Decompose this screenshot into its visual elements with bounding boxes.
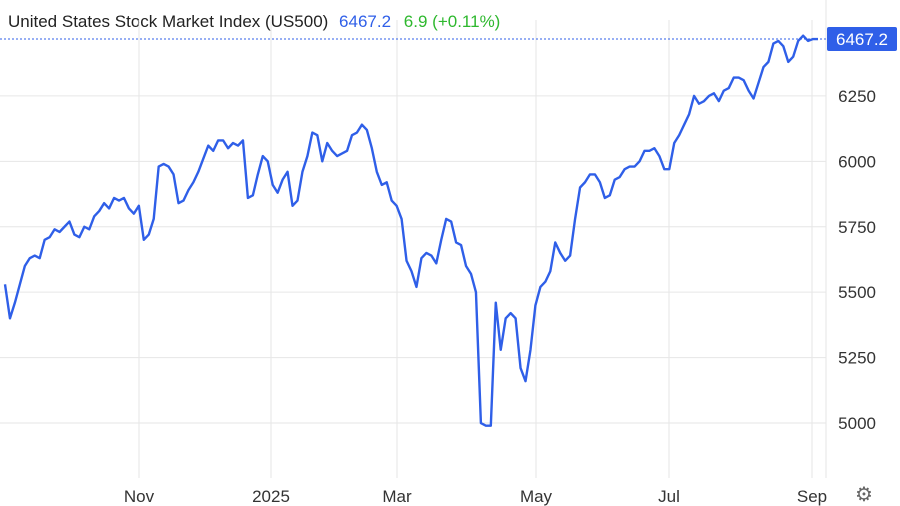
- price-change-percent: (+0.11%): [432, 12, 501, 31]
- last-value-badge: [827, 27, 897, 52]
- y-axis: 5000 5250 5500 5750 6000 6250: [838, 87, 876, 433]
- gear-icon[interactable]: ⚙: [855, 484, 873, 506]
- series-layer: [3, 34, 818, 427]
- y-tick-label: 5500: [838, 283, 876, 302]
- x-tick-label: May: [520, 487, 553, 506]
- last-price: 6467.2: [339, 12, 392, 31]
- chart-title: United States Stock Market Index (US500): [8, 12, 329, 31]
- y-tick-label: 5250: [838, 349, 876, 368]
- grid-layer: [0, 0, 827, 478]
- x-tick-label: Nov: [124, 487, 155, 506]
- last-value-layer: 6467.2: [0, 27, 897, 52]
- chart-header: United States Stock Market Index (US500)…: [8, 12, 500, 32]
- y-tick-label: 5000: [838, 414, 876, 433]
- y-tick-label: 6250: [838, 87, 876, 106]
- y-tick-label: 6000: [838, 152, 876, 171]
- x-axis: Nov 2025 Mar May Jul Sep: [124, 487, 827, 506]
- x-tick-label: Sep: [797, 487, 827, 506]
- series-line: [3, 34, 818, 427]
- price-change: 6.9 (+0.11%): [404, 12, 501, 31]
- y-tick-label: 5750: [838, 218, 876, 237]
- x-tick-label: Mar: [382, 487, 412, 506]
- x-tick-label: Jul: [658, 487, 680, 506]
- price-change-value: 6.9: [403, 12, 428, 31]
- x-tick-label: 2025: [252, 487, 290, 506]
- last-value-label: 6467.2: [836, 30, 888, 49]
